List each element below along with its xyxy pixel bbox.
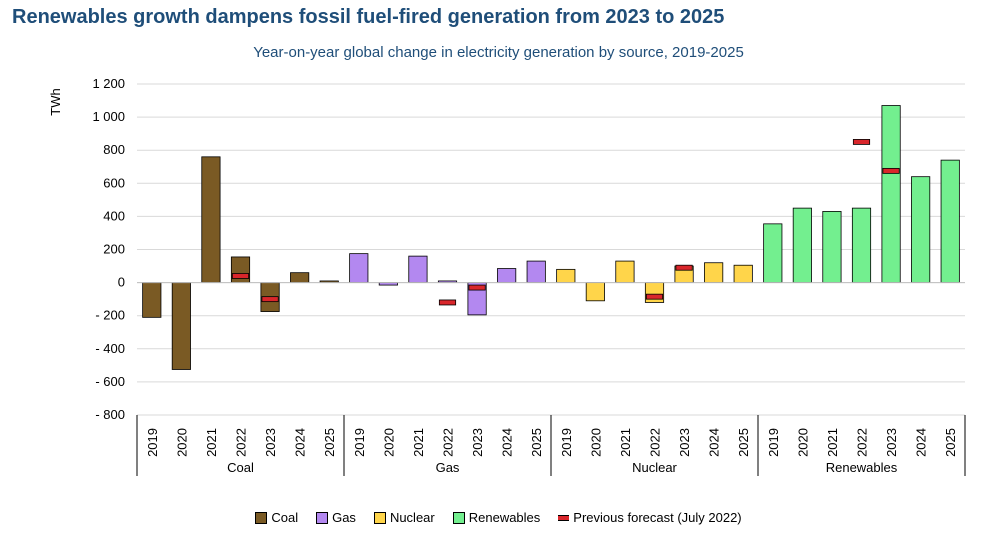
y-tick-label: 1 200 [92,76,125,91]
x-tick-label: 2021 [411,428,426,457]
forecast-marker-renewables-2022 [852,139,871,145]
x-tick-label: 2023 [884,428,899,457]
y-tick-label: - 200 [95,308,125,323]
x-tick-label: 2021 [618,428,633,457]
bar-gas-2024 [497,268,517,284]
x-tick-label: 2021 [825,428,840,457]
legend-item-nuclear: Nuclear [373,510,435,525]
forecast-marker-coal-2022 [231,273,250,279]
x-tick-label: 2020 [588,428,603,457]
bar-renewables-2020 [792,207,812,283]
y-axis-label: TWh [48,88,63,115]
legend-item-forecast: Previous forecast (July 2022) [558,510,742,525]
bar-nuclear-2021 [615,260,635,283]
bar-renewables-2022 [851,207,872,283]
bar-renewables-2025 [940,159,960,284]
y-tick-label: - 800 [95,407,125,422]
legend-item-renewables: Renewables [452,510,541,525]
forecast-swatch [558,514,570,521]
x-tick-label: 2020 [174,428,189,457]
x-tick-label: 2019 [145,428,160,457]
y-tick-label: - 400 [95,341,125,356]
x-tick-label: 2019 [766,428,781,457]
x-tick-label: 2025 [529,428,544,457]
bar-nuclear-2024 [704,262,724,283]
y-tick-label: 0 [118,275,125,290]
bar-renewables-2019 [763,223,783,284]
x-tick-label: 2024 [914,428,929,457]
bar-gas-2021 [408,255,428,283]
x-tick-label: 2023 [677,428,692,457]
bar-gas-2025 [526,260,546,283]
nuclear-swatch [373,511,386,524]
bar-nuclear-2019 [556,268,576,283]
group-label-coal: Coal [227,460,254,475]
bar-gas-2019 [349,253,369,283]
x-tick-label: 2019 [559,428,574,457]
x-tick-label: 2025 [943,428,958,457]
y-tick-label: 200 [103,242,125,257]
x-tick-label: 2020 [795,428,810,457]
x-tick-label: 2022 [234,428,249,457]
legend-label-coal: Coal [271,510,299,525]
x-tick-label: 2021 [204,428,219,457]
gas-swatch [316,511,329,524]
legend-item-gas: Gas [316,510,356,525]
bar-nuclear-2020 [585,282,605,302]
y-tick-label: 400 [103,208,125,223]
chart-title: Renewables growth dampens fossil fuel-fi… [12,6,725,28]
bar-nuclear-2025 [733,264,753,284]
coal-swatch [255,511,268,524]
legend-item-coal: Coal [255,510,298,525]
legend-label-renewables: Renewables [468,510,541,525]
y-tick-label: 800 [103,142,125,157]
x-tick-label: 2025 [736,428,751,457]
x-tick-label: 2025 [322,428,337,457]
bar-renewables-2024 [911,176,931,283]
legend-label-forecast: Previous forecast (July 2022) [573,510,742,525]
x-tick-label: 2022 [648,428,663,457]
x-tick-label: 2023 [470,428,485,457]
group-label-nuclear: Nuclear [632,460,677,475]
bar-coal-2020 [171,282,191,370]
x-tick-label: 2024 [707,428,722,457]
forecast-marker-coal-2023 [261,296,279,303]
legend-label-nuclear: Nuclear [389,510,435,525]
legend: Coal Gas Nuclear Renewables Previous for… [0,510,997,525]
x-tick-label: 2019 [352,428,367,457]
bar-coal-2021 [201,156,221,284]
forecast-marker-gas-2023 [468,284,486,291]
y-tick-label: - 600 [95,374,125,389]
forecast-marker-renewables-2023 [882,167,900,174]
chart-subtitle: Year-on-year global change in electricit… [253,44,744,61]
group-label-gas: Gas [436,460,460,475]
x-tick-label: 2024 [500,428,515,457]
x-tick-label: 2020 [381,428,396,457]
group-label-renewables: Renewables [826,460,898,475]
bar-coal-2024 [290,272,310,284]
forecast-marker-nuclear-2022 [645,293,664,300]
y-tick-label: 1 000 [92,109,125,124]
bar-coal-2019 [142,282,162,318]
y-tick-label: 600 [103,175,125,190]
bar-renewables-2023 [881,105,901,284]
forecast-marker-gas-2022 [438,299,457,306]
x-tick-label: 2023 [263,428,278,457]
forecast-marker-nuclear-2023 [675,264,693,271]
bar-renewables-2021 [822,211,842,283]
x-tick-label: 2022 [855,428,870,457]
legend-label-gas: Gas [332,510,356,525]
x-tick-label: 2022 [441,428,456,457]
x-tick-label: 2024 [293,428,308,457]
renewables-swatch [452,511,465,524]
